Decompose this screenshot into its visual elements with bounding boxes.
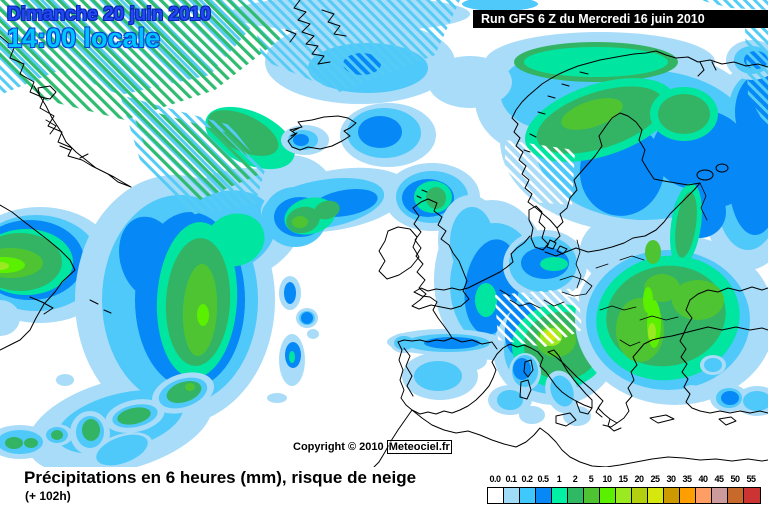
- legend-value-label: 15: [618, 474, 628, 484]
- legend-cell: [536, 488, 552, 503]
- legend-value-label: 0.0: [489, 474, 501, 484]
- snow-hatch-layer: [0, 0, 768, 347]
- legend-cell: [696, 488, 712, 503]
- legend-value-label: 0.1: [505, 474, 517, 484]
- date-block: Dimanche 20 juin 2010 14:00 locale: [7, 4, 211, 53]
- legend-value-label: 40: [698, 474, 708, 484]
- legend-cell: [664, 488, 680, 503]
- copyright-line: Copyright © 2010 Meteociel.fr: [293, 440, 452, 454]
- legend-value-label: 55: [746, 474, 756, 484]
- legend-cell: [488, 488, 504, 503]
- legend-value-label: 25: [650, 474, 660, 484]
- legend-cell: [680, 488, 696, 503]
- legend-cell: [568, 488, 584, 503]
- copyright-site-name: Meteociel.fr: [386, 440, 452, 454]
- legend-value-label: 0.5: [537, 474, 549, 484]
- legend-value-label: 50: [730, 474, 740, 484]
- legend-cell: [648, 488, 664, 503]
- forecast-offset-label: (+ 102h): [25, 489, 71, 503]
- legend-cell: [552, 488, 568, 503]
- legend-cell: [712, 488, 728, 503]
- legend-cell: [632, 488, 648, 503]
- legend-value-label: 45: [714, 474, 724, 484]
- legend-value-label: 0.2: [521, 474, 533, 484]
- legend-value-label: 35: [682, 474, 692, 484]
- copyright-text: Copyright © 2010: [293, 441, 384, 453]
- legend-cell: [728, 488, 744, 503]
- coastlines-layer: [0, 0, 768, 467]
- legend-cells: [487, 487, 761, 504]
- legend-cell: [616, 488, 632, 503]
- weather-map-canvas: [0, 0, 768, 467]
- map-title: Précipitations en 6 heures (mm), risque …: [24, 468, 417, 487]
- valid-date-label: Dimanche 20 juin 2010: [7, 4, 211, 25]
- legend-value-label: 1: [556, 474, 562, 484]
- legend-value-label: 10: [602, 474, 612, 484]
- legend-cell: [744, 488, 760, 503]
- legend-cell: [600, 488, 616, 503]
- legend-value-label: 5: [588, 474, 594, 484]
- legend-value-label: 20: [634, 474, 644, 484]
- legend-value-label: 2: [572, 474, 578, 484]
- legend-labels: 0.0 0.1 0.2 0.5 1 2 5 10 15 20 25 30 35 40 45 50 55: [487, 474, 761, 487]
- valid-time-label: 14:00 locale: [7, 22, 161, 53]
- legend-value-label: 30: [666, 474, 676, 484]
- model-run-banner: Run GFS 6 Z du Mercredi 16 juin 2010: [473, 10, 768, 28]
- legend-cell: [584, 488, 600, 503]
- precipitation-legend: 0.0 0.1 0.2 0.5 1 2 5 10 15 20 25 30 35 40 45 50 55: [487, 474, 761, 504]
- legend-cell: [520, 488, 536, 503]
- legend-cell: [504, 488, 520, 503]
